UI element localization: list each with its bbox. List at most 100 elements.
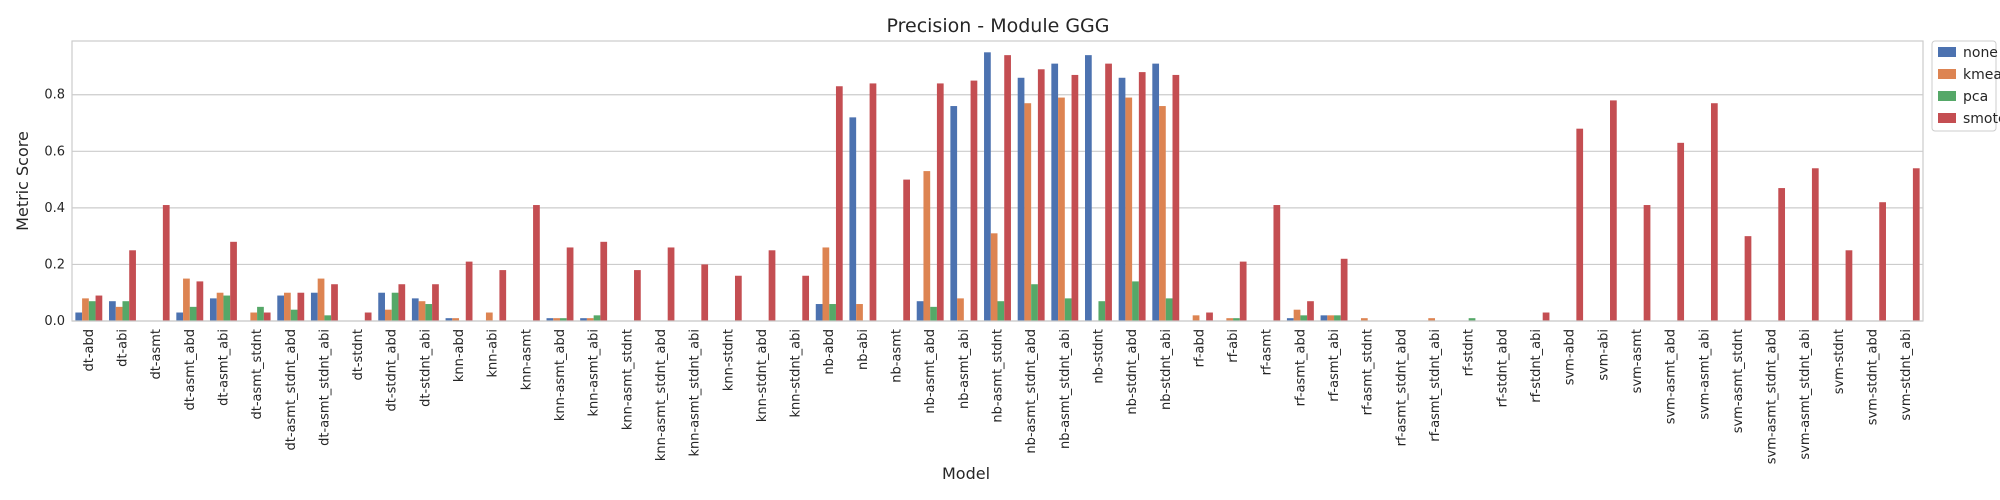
bar-smote-rf-stdnt_abi: [1542, 312, 1550, 321]
bar-kmeans-nb-asmt_stdnt: [990, 233, 998, 321]
legend-label-kmeans: kmeans: [1963, 67, 2000, 83]
legend: none kmeans pca smote: [1931, 40, 2000, 132]
bar-kmeans-nb-asmt_stdnt_abi: [1058, 97, 1065, 321]
bar-smote-dt-asmt_stdnt_abd: [297, 292, 305, 321]
legend-swatch-kmeans: [1938, 69, 1956, 79]
bar-smote-nb-stdnt_abi: [1172, 74, 1180, 321]
x-tick-label: dt-asmt_stdnt_abd: [284, 329, 299, 450]
x-tick-label: dt-asmt_stdnt: [250, 329, 265, 420]
bar-none-nb-asmt_abi: [950, 106, 958, 321]
bar-smote-knn-stdnt_abi: [802, 275, 810, 321]
bar-smote-knn-asmt_abd: [566, 247, 574, 321]
bar-smote-svm-abi: [1610, 100, 1617, 321]
bar-smote-svm-stdnt_abi: [1912, 168, 1920, 321]
bar-pca-nb-stdnt_abi: [1165, 298, 1173, 321]
bar-pca-nb-stdnt_abd: [1132, 281, 1139, 321]
x-tick-label: svm-stdnt_abd: [1866, 329, 1881, 425]
bar-none-dt-asmt_stdnt_abd: [277, 295, 285, 321]
x-tick-label: nb-asmt_stdnt: [991, 329, 1006, 423]
x-tick-label: nb-asmt_abd: [923, 329, 938, 414]
bar-smote-knn-stdnt: [734, 275, 742, 321]
x-tick-label: dt-stdnt_abi: [418, 329, 433, 407]
bar-smote-dt-asmt_abd: [196, 281, 204, 321]
legend-label-none: none: [1963, 45, 1998, 61]
bar-none-nb-abi: [849, 117, 857, 321]
x-tick-label: rf-abd: [1192, 329, 1207, 367]
x-tick-label: svm-asmt_abi: [1697, 329, 1712, 420]
x-tick-label: nb-asmt_stdnt_abi: [1058, 329, 1073, 449]
bar-smote-dt-abd: [95, 295, 103, 321]
bar-kmeans-dt-abi: [115, 306, 123, 321]
y-tick-label: 0.4: [44, 201, 65, 216]
bar-none-rf-asmt_abd: [1286, 318, 1294, 321]
bar-pca-nb-asmt_stdnt_abd: [1031, 284, 1038, 321]
bar-none-nb-stdnt: [1085, 55, 1092, 321]
bar-smote-dt-asmt: [162, 205, 170, 321]
bar-pca-rf-asmt_abi: [1334, 315, 1341, 321]
legend-label-smote: smote: [1963, 111, 2000, 127]
x-tick-label: svm-asmt_stdnt: [1731, 329, 1746, 433]
bar-smote-svm-stdnt_abd: [1879, 202, 1886, 321]
x-tick-label: nb-asmt_abi: [957, 329, 972, 409]
bar-pca-nb-asmt_abd: [930, 306, 937, 321]
bar-smote-rf-asmt_abi: [1340, 258, 1348, 321]
x-tick-label: dt-abd: [82, 329, 97, 372]
x-tick-label: rf-stdnt_abi: [1529, 329, 1544, 403]
bar-smote-svm-asmt_stdnt: [1744, 236, 1752, 321]
bar-pca-knn-asmt_abi: [593, 315, 601, 321]
bar-kmeans-nb-asmt_abi: [957, 298, 964, 321]
x-tick-label: rf-asmt: [1260, 329, 1275, 375]
bar-smote-dt-stdnt: [364, 312, 372, 321]
bar-kmeans-nb-asmt_abd: [923, 171, 931, 321]
x-tick-label: nb-asmt: [890, 329, 905, 383]
x-tick-label: rf-abi: [1226, 329, 1241, 363]
x-tick-label: knn-asmt_abi: [587, 329, 602, 417]
bar-pca-rf-asmt_abd: [1300, 315, 1308, 321]
bar-none-dt-abi: [109, 301, 116, 321]
bar-none-dt-stdnt_abi: [411, 298, 419, 321]
x-tick-label: knn-asmt_stdnt: [620, 329, 635, 430]
bar-none-nb-asmt_abd: [916, 301, 924, 321]
x-tick-label: dt-asmt_stdnt_abi: [317, 329, 332, 446]
x-tick-label: nb-stdnt: [1091, 329, 1106, 384]
bar-kmeans-rf-abi: [1226, 318, 1234, 321]
bar-kmeans-nb-abi: [856, 304, 863, 321]
bar-smote-dt-stdnt_abd: [398, 284, 406, 321]
x-tick-label: knn-asmt_abd: [553, 329, 568, 421]
bar-none-knn-abd: [445, 318, 453, 321]
y-tick-label: 0.2: [44, 257, 65, 272]
y-tick-labels: 0.0 0.2 0.4 0.6 0.8: [44, 88, 65, 329]
y-tick-label: 0.8: [44, 88, 65, 103]
x-tick-label: nb-abi: [856, 329, 871, 370]
bar-smote-nb-abd: [835, 86, 843, 321]
bar-smote-knn-abi: [499, 270, 507, 321]
x-tick-labels: dt-abd dt-abi dt-asmt dt-asmt_abd dt-asmt_ab…: [82, 329, 1914, 464]
x-tick-label: svm-asmt_abd: [1664, 329, 1679, 424]
x-tick-label: svm-stdnt: [1832, 329, 1847, 394]
bar-smote-rf-asmt: [1273, 205, 1281, 321]
x-tick-label: rf-asmt_abi: [1327, 329, 1342, 402]
bar-pca-dt-asmt_stdnt: [257, 306, 264, 321]
x-tick-label: dt-asmt_abi: [216, 329, 231, 406]
bar-none-dt-abd: [75, 312, 83, 321]
x-tick-label: rf-asmt_abd: [1293, 329, 1308, 406]
bar-kmeans-dt-asmt_stdnt_abd: [284, 292, 291, 321]
bar-smote-knn-asmt_stdnt: [634, 270, 641, 321]
bar-kmeans-rf-asmt_abi: [1327, 315, 1335, 321]
bar-smote-svm-asmt_abd: [1677, 142, 1685, 321]
bar-pca-dt-asmt_abi: [223, 295, 231, 321]
bar-smote-svm-stdnt: [1845, 250, 1853, 321]
bar-smote-knn-asmt: [533, 205, 540, 321]
bar-smote-svm-asmt_abi: [1710, 103, 1718, 321]
bar-kmeans-nb-abd: [822, 247, 830, 321]
bars-layer: [75, 52, 1920, 322]
x-tick-label: svm-abd: [1563, 329, 1578, 385]
bar-kmeans-knn-asmt_abi: [586, 318, 594, 321]
y-tick-label: 0.0: [44, 314, 65, 329]
bar-none-nb-asmt_stdnt: [984, 52, 991, 322]
x-tick-label: knn-asmt_stdnt_abd: [654, 329, 669, 461]
x-tick-label: nb-abd: [822, 329, 837, 375]
x-tick-label: nb-asmt_stdnt_abd: [1024, 329, 1039, 454]
x-tick-label: knn-stdnt_abi: [789, 329, 804, 418]
x-tick-label: rf-stdnt_abd: [1495, 329, 1510, 407]
